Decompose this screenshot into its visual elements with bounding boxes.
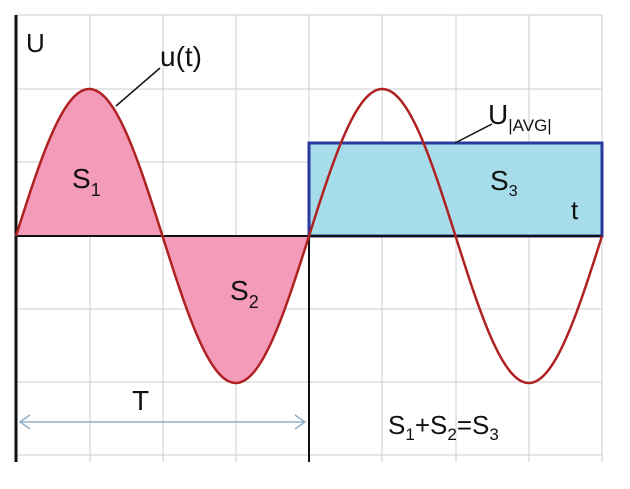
s1-label-main: S xyxy=(72,163,91,194)
s3-label-main: S xyxy=(490,165,509,196)
eq-plus-s2: +S xyxy=(415,410,448,440)
t-axis-label: t xyxy=(571,195,579,225)
sine-curve xyxy=(14,87,604,385)
s1-label: S1 xyxy=(72,163,101,200)
period-label: T xyxy=(132,385,149,416)
s1-label-subscript: 1 xyxy=(91,180,101,200)
u-axis-label: U xyxy=(26,28,45,58)
s2-label-subscript: 2 xyxy=(249,292,259,312)
eq-s1: S xyxy=(388,410,405,440)
curve-label: u(t) xyxy=(160,41,202,72)
period-arrow-left-head xyxy=(18,414,31,430)
curve-leader-line xyxy=(115,67,161,107)
s3-label: S3 xyxy=(490,165,518,200)
s1-lobe-area xyxy=(16,89,163,237)
eq-equals-s3: =S xyxy=(457,410,490,440)
eq-s1-subscript: 1 xyxy=(405,425,414,444)
area-equation: S1+S2=S3 xyxy=(388,410,499,444)
period-arrow xyxy=(18,414,307,430)
eq-s3-subscript: 3 xyxy=(489,425,498,444)
eq-s2-subscript: 2 xyxy=(447,425,456,444)
avg-leader-line xyxy=(454,123,493,144)
s3-average-rectangle xyxy=(307,141,604,238)
avg-label: U|AVG| xyxy=(488,99,552,135)
avg-label-subscript: |AVG| xyxy=(508,116,551,135)
s2-label-main: S xyxy=(230,275,249,306)
avg-label-main: U xyxy=(488,99,508,130)
s3-label-subscript: 3 xyxy=(509,183,518,200)
period-arrow-right-head xyxy=(294,414,307,430)
s2-lobe-area xyxy=(162,236,309,383)
s2-label: S2 xyxy=(230,275,259,312)
